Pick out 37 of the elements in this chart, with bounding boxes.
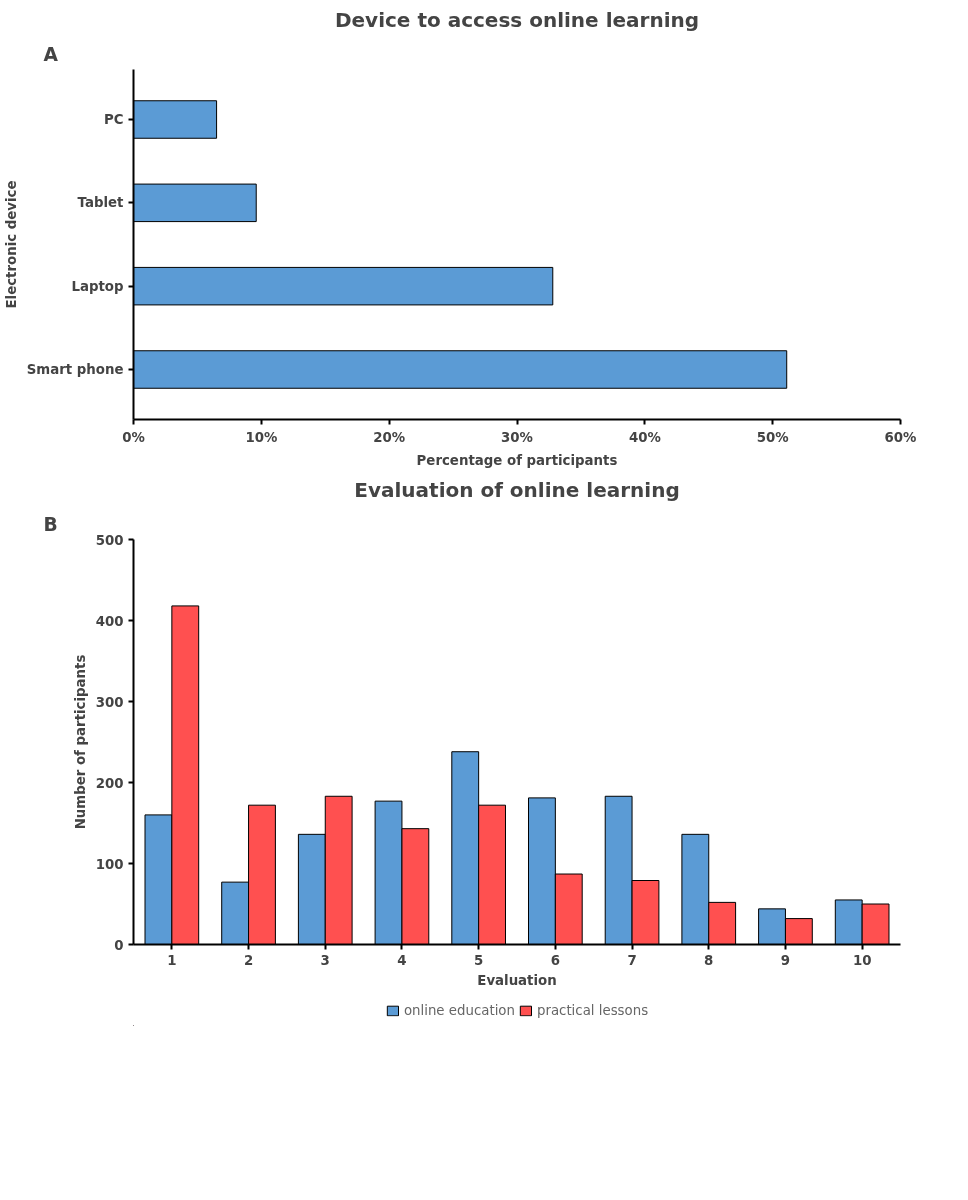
x-tick-label: 10 xyxy=(852,952,872,968)
y-tick-label: Tablet xyxy=(77,195,125,211)
y-axis-title: Electronic device xyxy=(3,180,19,309)
x-tick-label: 50% xyxy=(756,429,789,445)
y-tick-label: Smart phone xyxy=(26,362,124,377)
x-axis-title: Percentage of participants xyxy=(416,452,618,468)
x-tick-label: 5 xyxy=(474,952,484,968)
x-tick-label: 2 xyxy=(243,952,254,968)
chart-title: Evaluation of online learning xyxy=(354,477,680,502)
y-tick-label: Laptop xyxy=(71,278,124,294)
text: B xyxy=(43,513,58,535)
y-tick-label: 300 xyxy=(95,694,124,710)
x-tick-label: 4 xyxy=(397,952,407,968)
y-tick-label: 0 xyxy=(114,937,124,953)
x-tick-label: 3 xyxy=(320,952,330,968)
y-tick-label: 500 xyxy=(95,532,124,548)
chart-title: Device to access online learning xyxy=(334,7,700,32)
x-tick-label: 7 xyxy=(627,952,637,968)
legend-label: practical lessons xyxy=(536,1002,649,1018)
legend-label: online education xyxy=(403,1002,515,1018)
y-tick-label: 400 xyxy=(95,613,124,629)
text: A xyxy=(43,43,59,65)
x-tick-label: 8 xyxy=(704,952,714,968)
x-tick-label: 60% xyxy=(884,429,917,445)
x-tick-label: 30% xyxy=(501,429,533,445)
x-axis-title: Evaluation xyxy=(477,972,557,988)
x-tick-label: 1 xyxy=(167,952,177,968)
x-tick-label: 9 xyxy=(780,952,791,968)
x-tick-label: 10% xyxy=(245,429,278,445)
y-axis-title: Number of participants xyxy=(72,654,88,830)
y-tick-label: 200 xyxy=(95,775,124,791)
x-tick-label: 20% xyxy=(373,429,406,445)
x-tick-label: 0% xyxy=(122,429,145,445)
x-tick-label: 6 xyxy=(550,952,560,968)
y-tick-label: PC xyxy=(103,112,124,127)
y-tick-label: 100 xyxy=(95,856,124,872)
x-tick-label: 40% xyxy=(628,429,661,445)
